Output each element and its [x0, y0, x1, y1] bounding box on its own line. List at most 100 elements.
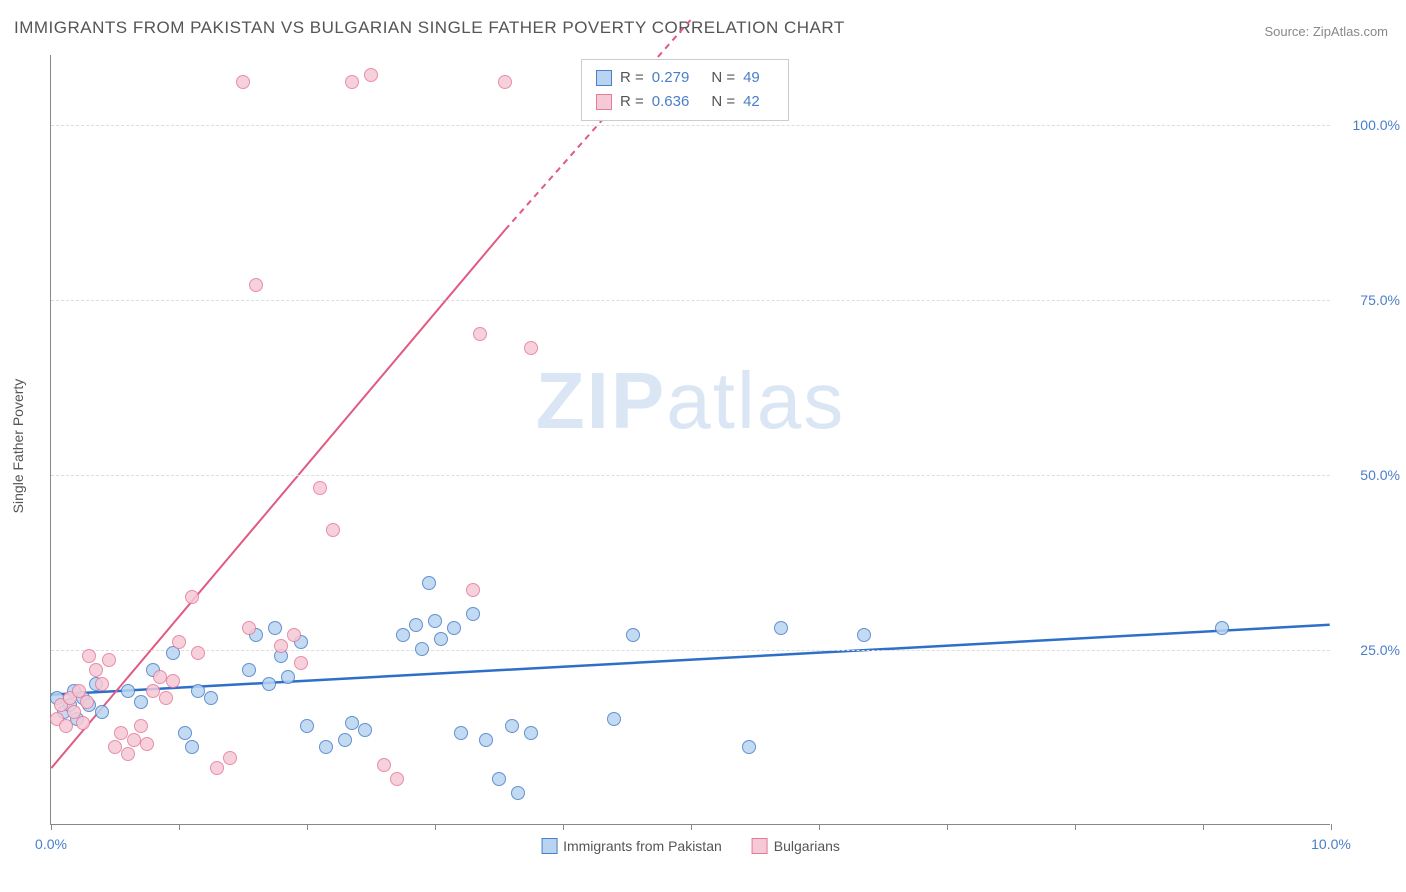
data-point: [287, 628, 301, 642]
data-point: [274, 639, 288, 653]
swatch-series-1: [596, 70, 612, 86]
source-label: Source: ZipAtlas.com: [1264, 24, 1388, 39]
data-point: [338, 733, 352, 747]
data-point: [262, 677, 276, 691]
x-tick-label: 0.0%: [35, 836, 67, 852]
data-point: [358, 723, 372, 737]
legend-label-2: Bulgarians: [774, 838, 840, 854]
data-point: [498, 75, 512, 89]
data-point: [127, 733, 141, 747]
data-point: [89, 663, 103, 677]
data-point: [409, 618, 423, 632]
x-tick: [819, 824, 820, 830]
stats-row-series-2: R = 0.636 N = 42: [596, 90, 774, 114]
data-point: [492, 772, 506, 786]
y-tick-label: 75.0%: [1340, 292, 1400, 308]
data-point: [80, 695, 94, 709]
data-point: [185, 740, 199, 754]
data-point: [82, 649, 96, 663]
data-point: [300, 719, 314, 733]
plot-area: ZIPatlas R = 0.279 N = 49 R = 0.636 N = …: [50, 55, 1330, 825]
data-point: [121, 684, 135, 698]
data-point: [377, 758, 391, 772]
gridline-h: [51, 300, 1330, 301]
data-point: [236, 75, 250, 89]
data-point: [428, 614, 442, 628]
legend-swatch-1: [541, 838, 557, 854]
data-point: [281, 670, 295, 684]
gridline-h: [51, 125, 1330, 126]
data-point: [242, 663, 256, 677]
data-point: [76, 716, 90, 730]
data-point: [59, 719, 73, 733]
data-point: [345, 75, 359, 89]
stats-box: R = 0.279 N = 49 R = 0.636 N = 42: [581, 59, 789, 121]
x-tick: [51, 824, 52, 830]
data-point: [505, 719, 519, 733]
x-tick: [1203, 824, 1204, 830]
data-point: [268, 621, 282, 635]
data-point: [454, 726, 468, 740]
data-point: [466, 607, 480, 621]
data-point: [178, 726, 192, 740]
data-point: [204, 691, 218, 705]
chart-container: IMMIGRANTS FROM PAKISTAN VS BULGARIAN SI…: [0, 0, 1406, 892]
data-point: [95, 677, 109, 691]
data-point: [185, 590, 199, 604]
x-tick: [435, 824, 436, 830]
legend-item-2: Bulgarians: [752, 838, 840, 854]
data-point: [364, 68, 378, 82]
data-point: [857, 628, 871, 642]
x-tick: [1331, 824, 1332, 830]
data-point: [95, 705, 109, 719]
data-point: [242, 621, 256, 635]
data-point: [415, 642, 429, 656]
data-point: [319, 740, 333, 754]
x-tick: [307, 824, 308, 830]
data-point: [422, 576, 436, 590]
x-tick: [179, 824, 180, 830]
x-tick: [1075, 824, 1076, 830]
data-point: [466, 583, 480, 597]
stats-row-series-1: R = 0.279 N = 49: [596, 66, 774, 90]
data-point: [210, 761, 224, 775]
chart-title: IMMIGRANTS FROM PAKISTAN VS BULGARIAN SI…: [14, 18, 845, 38]
x-tick: [691, 824, 692, 830]
y-tick-label: 100.0%: [1340, 117, 1400, 133]
regression-lines: [51, 55, 1330, 824]
x-tick: [947, 824, 948, 830]
data-point: [511, 786, 525, 800]
x-tick: [563, 824, 564, 830]
data-point: [607, 712, 621, 726]
data-point: [191, 646, 205, 660]
data-point: [626, 628, 640, 642]
data-point: [223, 751, 237, 765]
data-point: [479, 733, 493, 747]
data-point: [473, 327, 487, 341]
data-point: [153, 670, 167, 684]
data-point: [166, 674, 180, 688]
data-point: [249, 278, 263, 292]
data-point: [102, 653, 116, 667]
legend-item-1: Immigrants from Pakistan: [541, 838, 722, 854]
legend-label-1: Immigrants from Pakistan: [563, 838, 722, 854]
data-point: [159, 691, 173, 705]
data-point: [134, 695, 148, 709]
data-point: [326, 523, 340, 537]
data-point: [294, 656, 308, 670]
data-point: [434, 632, 448, 646]
data-point: [121, 747, 135, 761]
data-point: [390, 772, 404, 786]
y-tick-label: 50.0%: [1340, 467, 1400, 483]
x-tick-label: 10.0%: [1311, 836, 1351, 852]
data-point: [191, 684, 205, 698]
data-point: [447, 621, 461, 635]
data-point: [313, 481, 327, 495]
legend-bottom: Immigrants from Pakistan Bulgarians: [541, 838, 840, 854]
y-tick-label: 25.0%: [1340, 642, 1400, 658]
data-point: [172, 635, 186, 649]
data-point: [396, 628, 410, 642]
gridline-h: [51, 650, 1330, 651]
data-point: [742, 740, 756, 754]
gridline-h: [51, 475, 1330, 476]
